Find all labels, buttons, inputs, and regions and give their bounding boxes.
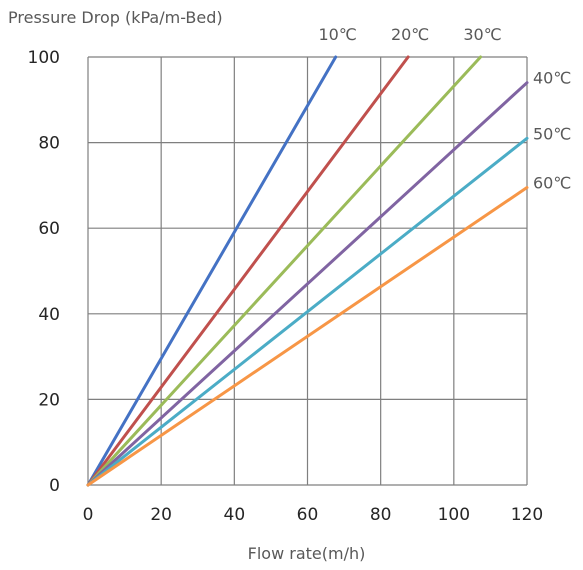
series-label: 20℃ (391, 25, 429, 44)
series-label: 60℃ (533, 174, 571, 193)
x-tick-label: 60 (297, 505, 319, 525)
y-tick-label: 60 (38, 219, 60, 239)
x-tick-label: 100 (438, 505, 470, 525)
y-tick-label: 0 (49, 476, 60, 496)
series-line (86, 55, 483, 487)
y-tick-label: 40 (38, 305, 60, 325)
series-label: 40℃ (533, 69, 571, 88)
series-line (86, 136, 529, 487)
y-tick-label: 20 (38, 390, 60, 410)
series-label: 30℃ (463, 25, 501, 44)
series-line (86, 55, 338, 487)
series-label: 10℃ (319, 25, 357, 44)
y-tick-label: 80 (38, 134, 60, 154)
series-line (86, 55, 410, 487)
series-lines (86, 55, 529, 487)
x-tick-label: 40 (224, 505, 246, 525)
x-tick-label: 0 (83, 505, 94, 525)
y-tick-label: 100 (28, 48, 60, 68)
x-tick-label: 20 (150, 505, 172, 525)
x-axis-title: Flow rate(m/h) (247, 544, 366, 563)
y-tick-labels: 0 20 40 60 80 100 (28, 48, 60, 496)
series-label: 50℃ (533, 124, 571, 143)
y-axis-title: Pressure Drop (kPa/m-Bed) (8, 8, 223, 27)
series-labels: 10℃ 20℃ 30℃ 40℃ 50℃ 60℃ (319, 25, 572, 193)
x-tick-label: 120 (511, 505, 543, 525)
series-line (86, 81, 529, 487)
grid (87, 56, 528, 486)
x-tick-labels: 0 20 40 60 80 100 120 (83, 505, 544, 525)
series-line (86, 186, 529, 487)
x-tick-label: 80 (370, 505, 392, 525)
